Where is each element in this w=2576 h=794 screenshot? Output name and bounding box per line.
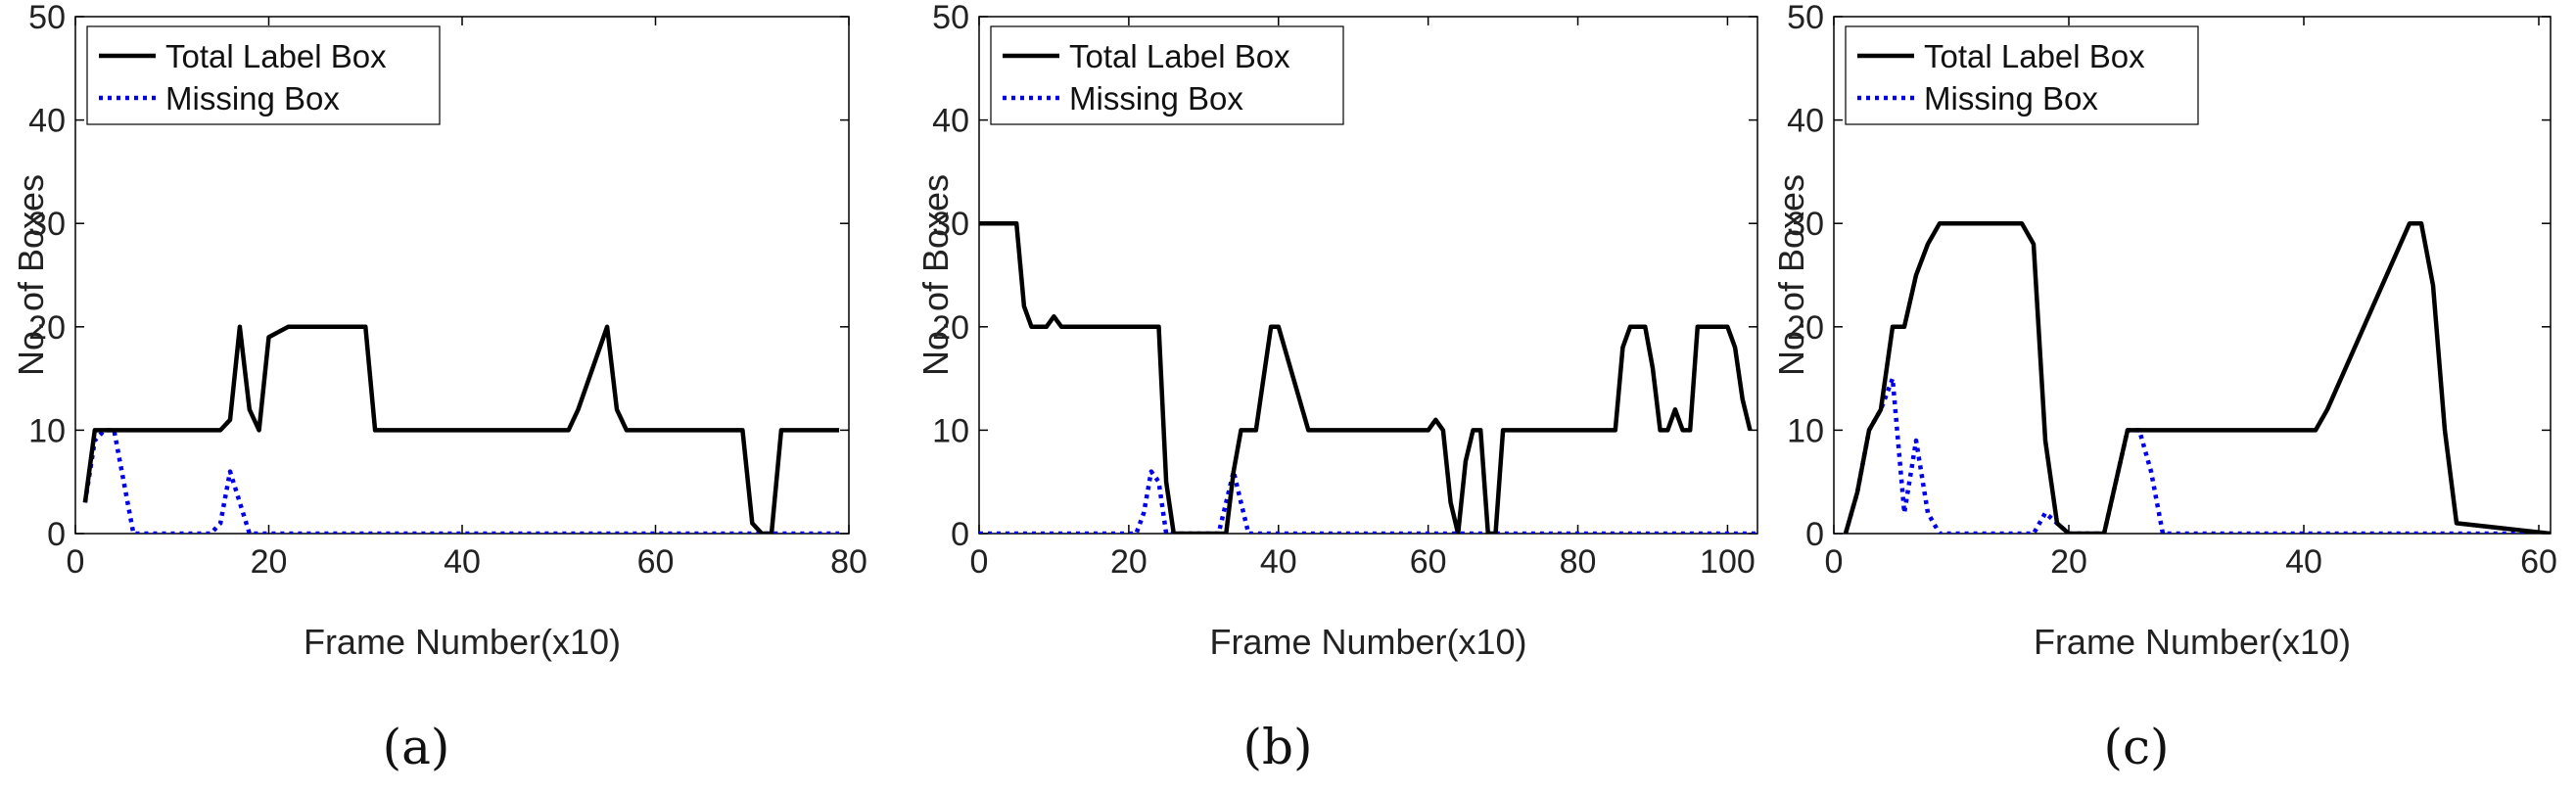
x-tick-label: 20	[251, 543, 288, 581]
x-axis-label: Frame Number(x10)	[1209, 622, 1526, 662]
x-tick-label: 20	[2050, 543, 2087, 581]
legend-label: Missing Box	[1924, 80, 2098, 117]
legend-label: Missing Box	[165, 80, 340, 117]
y-tick-label: 20	[932, 309, 969, 347]
legend-label: Total Label Box	[1069, 38, 1290, 74]
x-tick-label: 40	[2285, 543, 2322, 581]
axes-frame	[978, 16, 1758, 535]
chart-panel-c: 0 10 20 30 40 50 0 20 40 60 Frame Number(x10) No. o…	[1771, 0, 2557, 775]
y-tick-label: 30	[932, 206, 969, 243]
series-line-total-label-box	[82, 324, 840, 534]
chart-panel-a: 0 10 20 30 40 50 0 20 40 60 80 Frame Number(x10) No.…	[11, 0, 867, 775]
y-tick-label: 30	[28, 206, 66, 243]
y-tick-label: 0	[951, 516, 969, 553]
y-tick-label: 10	[28, 412, 66, 449]
legend-label: Total Label Box	[1924, 38, 2145, 74]
series-line-missing-box	[1843, 376, 2551, 534]
axes-frame	[1833, 16, 2552, 535]
panel-label: (c)	[2103, 719, 2169, 775]
x-tick-label: 0	[1825, 543, 1844, 581]
x-tick-label: 60	[637, 543, 675, 581]
y-tick-label: 50	[28, 0, 66, 36]
x-tick-label: 20	[1110, 543, 1147, 581]
y-tick-label: 40	[932, 103, 969, 140]
chart-panel-b: 0 10 20 30 40 50 0 20 40 60 80 100 Frame Number(x10)…	[915, 0, 1758, 775]
y-axis-label: No. of Boxes	[1771, 174, 1811, 376]
panel-label: (a)	[383, 719, 450, 775]
legend-label: Total Label Box	[165, 38, 387, 74]
x-tick-label: 80	[1560, 543, 1597, 581]
series-line-missing-box	[82, 428, 840, 534]
y-tick-label: 50	[1787, 0, 1824, 36]
legend-label: Missing Box	[1069, 80, 1243, 117]
x-tick-label: 0	[67, 543, 85, 581]
y-tick-label: 30	[1787, 206, 1824, 243]
series-line-total-label-box	[1843, 220, 2551, 534]
x-axis-label: Frame Number(x10)	[304, 622, 621, 662]
y-tick-label: 50	[932, 0, 969, 36]
x-tick-label: 40	[444, 543, 481, 581]
y-tick-label: 10	[932, 412, 969, 449]
x-tick-label: 100	[1700, 543, 1756, 581]
y-tick-label: 10	[1787, 412, 1824, 449]
legend-box	[86, 25, 441, 125]
series-line-total-label-box	[979, 220, 1753, 534]
y-axis-label: No. of Boxes	[915, 174, 956, 376]
series-line-missing-box	[979, 469, 1757, 534]
y-tick-label: 20	[28, 309, 66, 347]
x-tick-label: 60	[2520, 543, 2557, 581]
x-tick-label: 40	[1260, 543, 1297, 581]
x-tick-label: 0	[970, 543, 989, 581]
legend-box	[1845, 25, 2199, 125]
x-tick-label: 80	[830, 543, 867, 581]
panel-label: (b)	[1242, 719, 1312, 775]
x-axis-label: Frame Number(x10)	[2034, 622, 2351, 662]
y-tick-label: 40	[28, 103, 66, 140]
legend-box	[990, 25, 1344, 125]
y-tick-label: 20	[1787, 309, 1824, 347]
x-tick-label: 60	[1410, 543, 1447, 581]
y-tick-label: 0	[47, 516, 66, 553]
y-tick-label: 0	[1805, 516, 1824, 553]
y-tick-label: 40	[1787, 103, 1824, 140]
y-axis-label: No. of Boxes	[11, 174, 51, 376]
